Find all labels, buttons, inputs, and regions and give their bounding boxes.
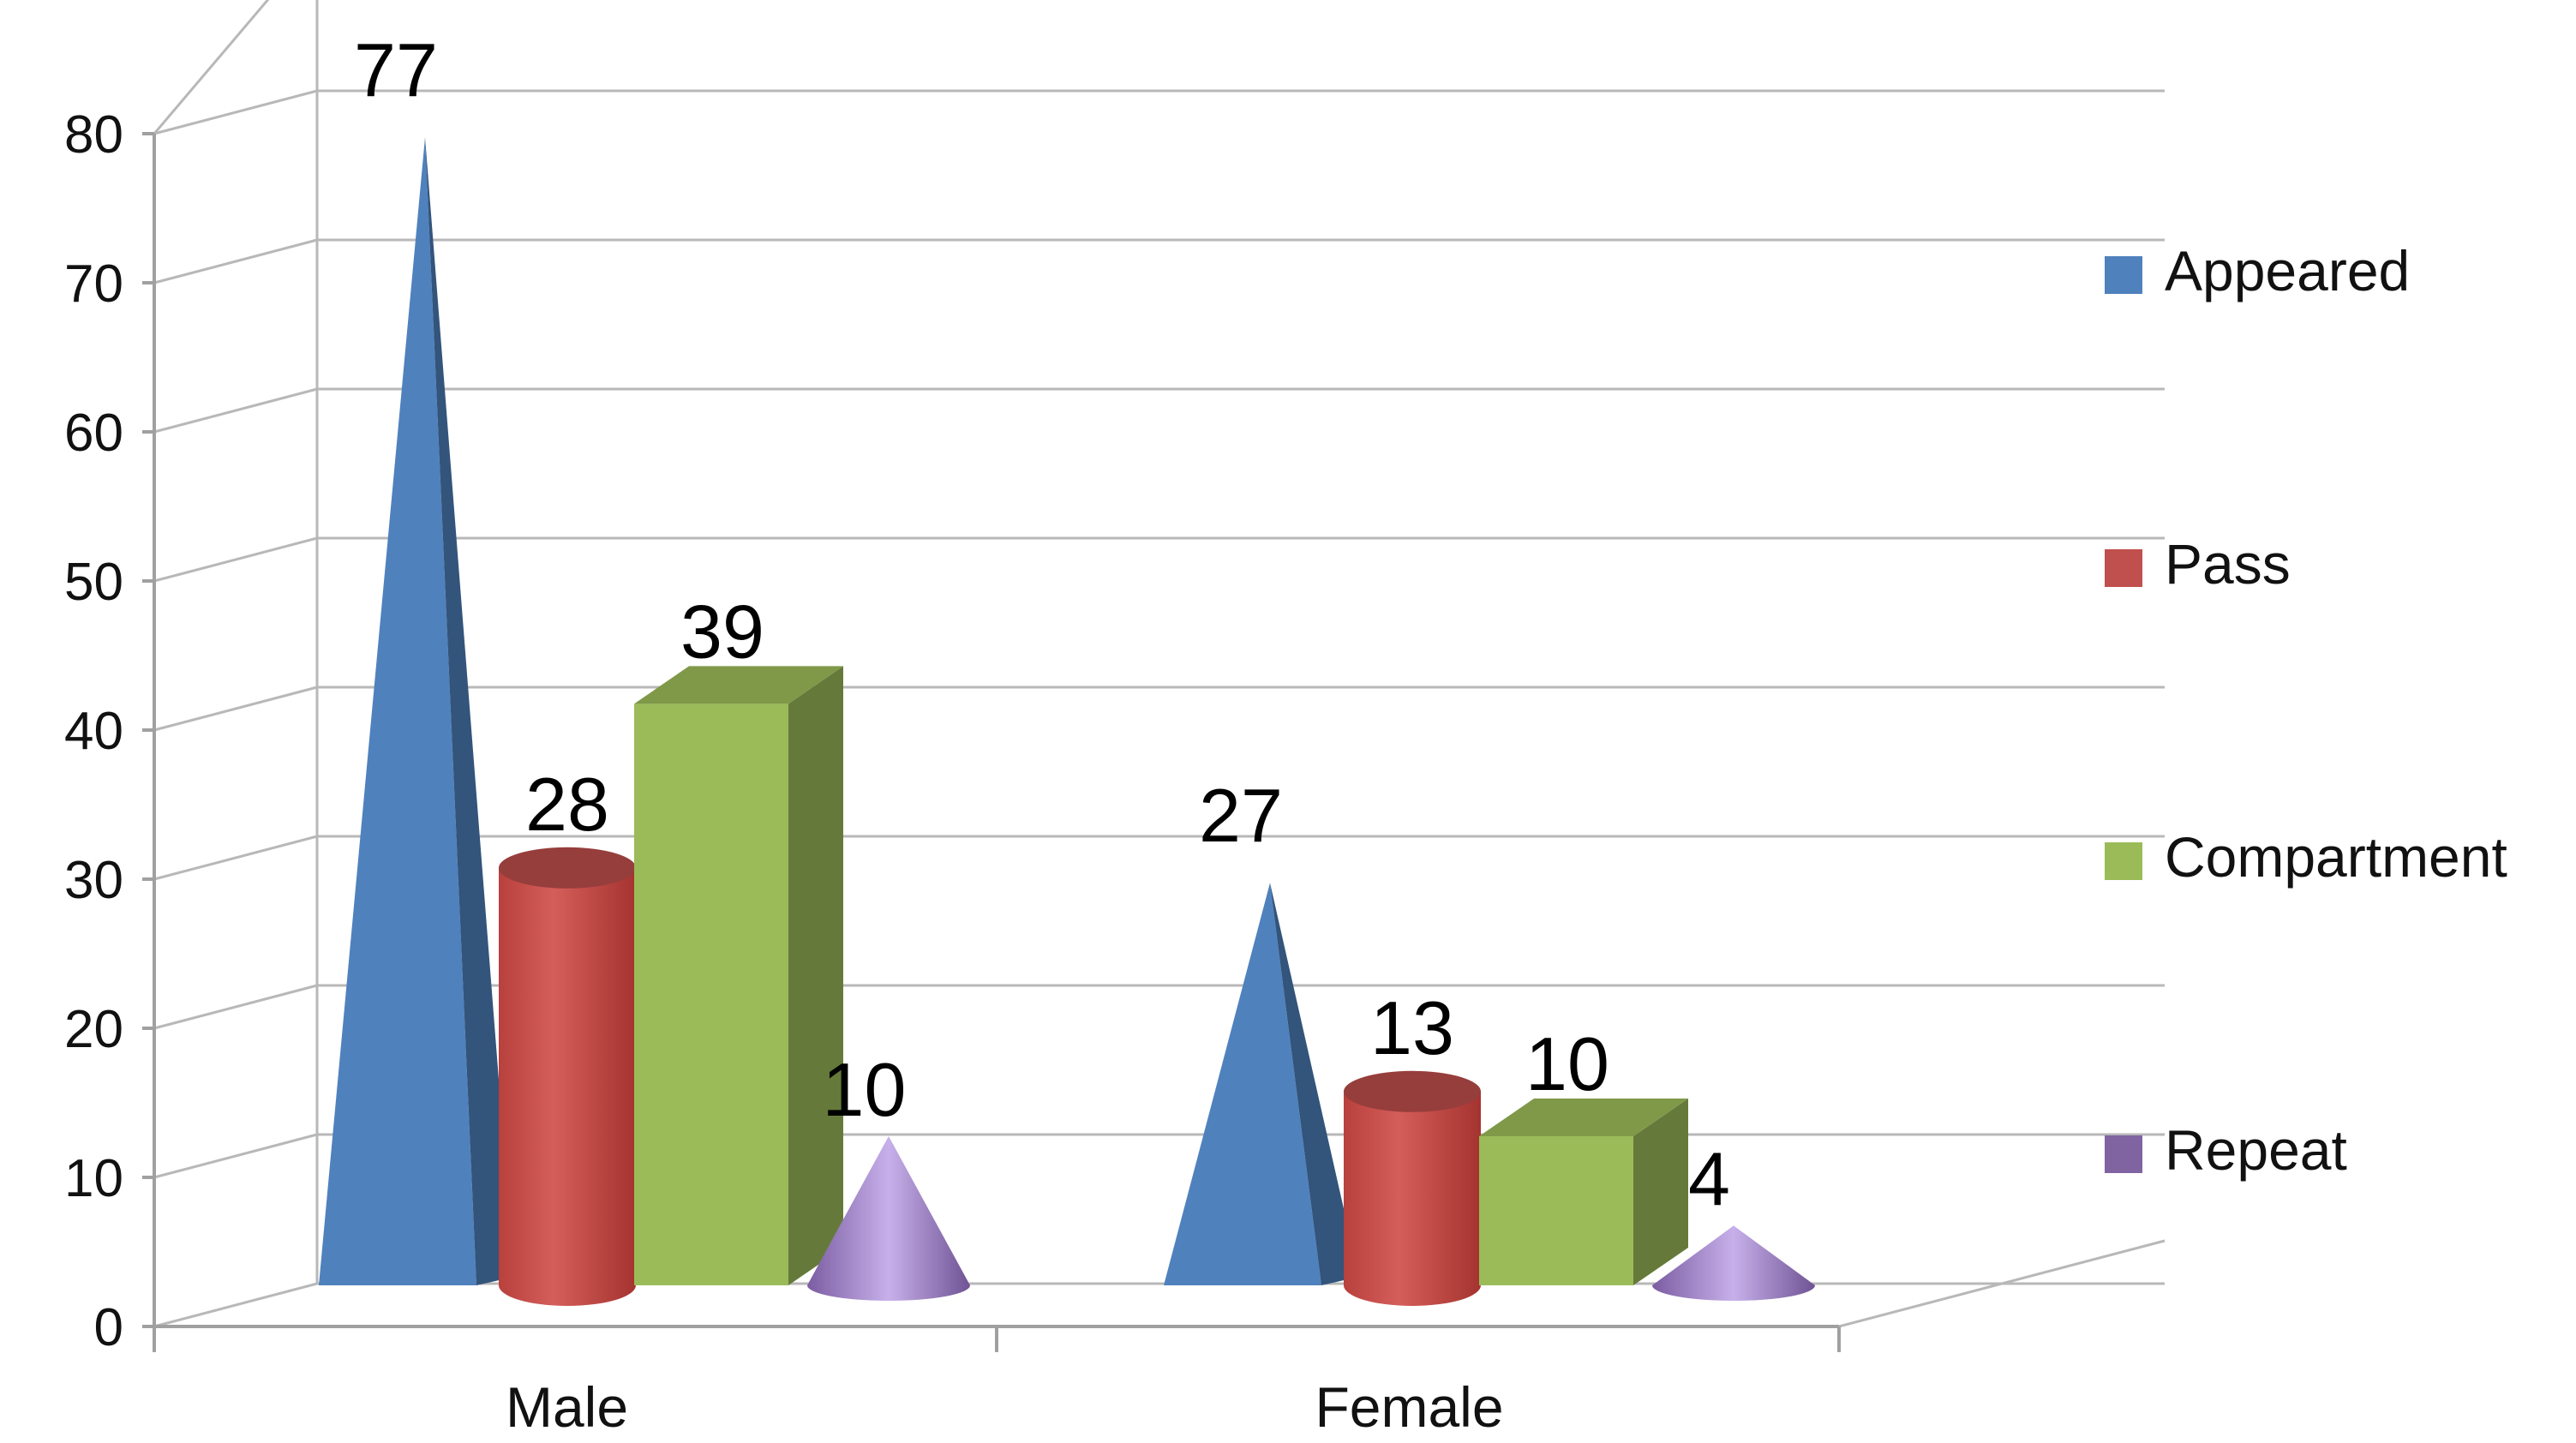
pyramid-front	[319, 137, 476, 1286]
box-front	[634, 704, 788, 1285]
legend-item: Repeat	[2105, 1118, 2347, 1182]
y-tick-label: 40	[64, 702, 123, 761]
cylinder-top	[1344, 1070, 1481, 1112]
mark-appeared-male	[319, 137, 514, 1286]
mark-pass-female	[1344, 1070, 1481, 1306]
legend-label: Repeat	[2165, 1118, 2347, 1182]
box-side	[788, 666, 843, 1285]
gridline-side-40	[153, 686, 318, 732]
cone-body	[807, 1136, 970, 1301]
mark-compartment-female	[1479, 1099, 1688, 1285]
y-tick-label: 20	[64, 1000, 123, 1059]
legend-item: Pass	[2105, 532, 2291, 596]
pyramid-front	[1164, 883, 1321, 1285]
mark-repeat-male	[807, 1136, 970, 1301]
legend-label: Pass	[2165, 532, 2291, 596]
legend-item: Compartment	[2105, 825, 2507, 889]
y-tick-label: 30	[64, 851, 123, 910]
legend-swatch	[2105, 549, 2142, 587]
pyramid-side	[1270, 883, 1359, 1285]
box-top	[1479, 1099, 1688, 1136]
box-front	[1479, 1136, 1633, 1285]
y-tick-label: 70	[64, 254, 123, 314]
legend: Appeared Pass Compartment Repeat	[2105, 239, 2507, 1182]
data-label: 4	[1688, 1136, 1730, 1221]
legend-label: Compartment	[2165, 825, 2507, 889]
y-tick-label: 10	[64, 1149, 123, 1208]
mark-pass-male	[499, 847, 636, 1306]
axes: 0 10 20 30 40 50 60 70 80 Male Female	[64, 105, 1841, 1439]
cylinder-body	[1344, 1091, 1481, 1306]
gridline-side-50	[153, 536, 318, 583]
mark-compartment-male	[634, 666, 843, 1285]
x-category-label: Female	[1315, 1375, 1503, 1439]
gridline-side-30	[153, 835, 318, 881]
mark-appeared-female	[1164, 883, 1359, 1285]
legend-swatch	[2105, 1135, 2142, 1173]
data-label: 77	[354, 27, 438, 112]
data-label: 27	[1199, 773, 1283, 858]
gridline-side-80	[153, 89, 318, 135]
cylinder-top	[499, 847, 636, 889]
data-label: 10	[823, 1047, 907, 1132]
box-top	[634, 666, 843, 704]
y-tick-label: 50	[64, 553, 123, 612]
pyramid-side	[425, 137, 514, 1286]
gridline-side-20	[153, 984, 318, 1030]
y-tick-label: 60	[64, 404, 123, 463]
floor-edge	[1838, 1239, 2166, 1328]
legend-item: Appeared	[2105, 239, 2410, 302]
legend-swatch	[2105, 256, 2142, 294]
cone-body	[1652, 1225, 1815, 1301]
side-wall-top	[153, 0, 270, 135]
box-side	[1633, 1099, 1688, 1285]
data-label: 13	[1370, 985, 1454, 1070]
data-label: 39	[680, 589, 764, 674]
gridline-side-10	[153, 1133, 318, 1179]
gridline-side-60	[153, 387, 318, 434]
data-label: 10	[1525, 1021, 1609, 1106]
legend-swatch	[2105, 842, 2142, 880]
y-tick-label: 80	[64, 105, 123, 165]
plot-area	[319, 137, 1815, 1306]
cylinder-body	[499, 867, 636, 1306]
gridline-side-0	[153, 1282, 318, 1328]
y-tick-label: 0	[94, 1298, 123, 1357]
legend-label: Appeared	[2165, 239, 2410, 302]
x-category-label: Male	[506, 1375, 628, 1439]
data-labels: 77 27 28 13 39 10 10 4	[354, 27, 1730, 1221]
mark-repeat-female	[1652, 1225, 1815, 1301]
data-label: 28	[525, 762, 609, 847]
gridline-side-70	[153, 238, 318, 284]
